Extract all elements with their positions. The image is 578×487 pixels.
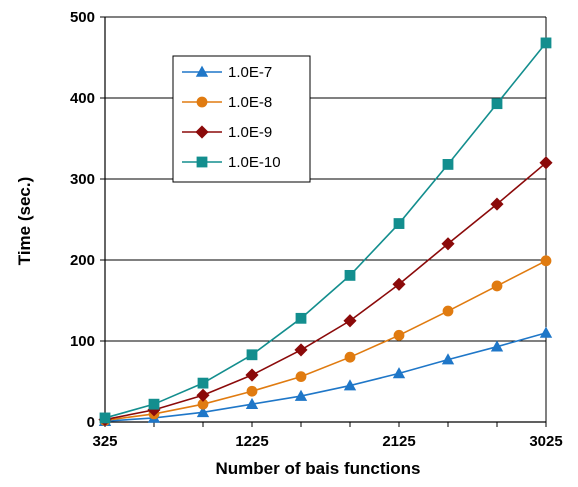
legend-label: 1.0E-7 <box>228 64 272 81</box>
data-point <box>393 329 405 341</box>
series-3 <box>98 156 553 427</box>
legend-marker <box>195 65 209 77</box>
data-point <box>392 367 406 379</box>
x-tick-label: 2125 <box>382 433 415 450</box>
legend-marker <box>196 156 208 168</box>
y-tick-labels: 0 100 200 300 400 500 <box>70 9 95 431</box>
legend-item: 1.0E-7 <box>182 64 272 81</box>
legend-marker <box>195 125 209 139</box>
series-line <box>104 162 547 421</box>
data-point <box>441 237 455 251</box>
x-tick-label: 1225 <box>235 433 268 450</box>
legend-box <box>172 55 311 183</box>
series-line <box>104 260 547 422</box>
data-point <box>245 368 259 382</box>
data-point <box>539 326 553 338</box>
data-point <box>344 351 356 363</box>
series-line <box>104 332 547 422</box>
legend-item: 1.0E-10 <box>182 154 281 171</box>
data-point <box>295 312 307 324</box>
y-axis-title: Time (sec.) <box>15 177 34 266</box>
data-point <box>246 349 258 361</box>
data-point <box>540 37 552 49</box>
legend: 1.0E-7 1.0E-8 1.0E-9 1.0E-10 <box>172 55 311 183</box>
data-point <box>540 255 552 267</box>
data-point <box>491 280 503 292</box>
data-point <box>343 379 357 391</box>
x-axis-title: Number of bais functions <box>216 459 421 478</box>
series-line <box>104 42 547 419</box>
data-point <box>393 218 405 229</box>
gridlines <box>105 16 546 342</box>
data-point <box>344 269 356 281</box>
data-point <box>196 388 210 402</box>
data-point <box>245 397 259 409</box>
data-point <box>491 98 503 110</box>
y-tick-label: 500 <box>70 9 95 26</box>
y-tick-label: 300 <box>70 171 95 188</box>
data-point <box>343 314 357 328</box>
data-point <box>246 385 258 397</box>
legend-label: 1.0E-8 <box>228 94 272 111</box>
data-point <box>539 156 553 170</box>
data-point <box>294 343 308 357</box>
data-point <box>392 277 406 291</box>
x-tick-labels: 325 1225 2125 3025 <box>92 433 562 450</box>
data-point <box>99 412 111 424</box>
data-point <box>148 398 160 410</box>
data-point <box>490 340 504 352</box>
data-point <box>442 159 454 170</box>
legend-marker <box>196 96 208 108</box>
y-tick-label: 200 <box>70 252 95 269</box>
y-tick-label: 100 <box>70 333 95 350</box>
y-tick-label: 0 <box>87 414 95 431</box>
legend-label: 1.0E-10 <box>228 154 281 171</box>
legend-item: 1.0E-8 <box>182 94 272 111</box>
legend-item: 1.0E-9 <box>182 124 272 141</box>
plot-area <box>100 16 547 427</box>
data-point <box>295 371 307 383</box>
data-point <box>196 405 210 418</box>
series-layer <box>98 37 553 427</box>
x-tick-label: 3025 <box>529 433 562 450</box>
data-point <box>197 377 209 389</box>
data-point <box>294 389 308 401</box>
data-point <box>490 197 504 211</box>
series-4 <box>99 37 552 424</box>
data-point <box>442 305 454 317</box>
y-tick-label: 400 <box>70 90 95 107</box>
legend-label: 1.0E-9 <box>228 124 272 141</box>
data-point <box>441 353 455 365</box>
x-tick-label: 325 <box>92 433 117 450</box>
